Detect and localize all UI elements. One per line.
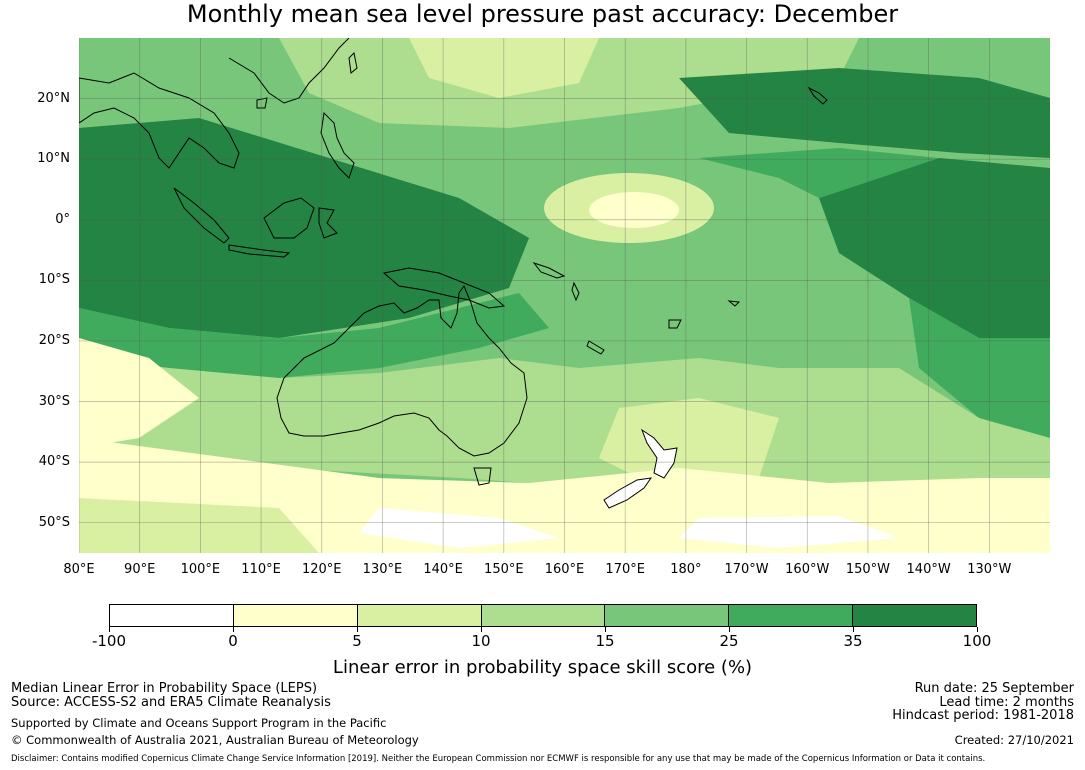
colorbar-segment	[729, 605, 854, 626]
lon-label: 170°W	[724, 562, 769, 577]
lon-label: 100°E	[180, 562, 221, 577]
disclaimer-text: Disclaimer: Contains modified Copernicus…	[11, 754, 986, 764]
colorbar-segment	[481, 605, 606, 626]
lat-label: 20°N	[37, 90, 70, 106]
support-text: Supported by Climate and Oceans Support …	[11, 716, 387, 730]
colorbar-tick-label: 15	[595, 632, 615, 650]
colorbar-segment	[233, 605, 358, 626]
lat-label: 30°S	[38, 393, 70, 409]
colorbar-segment	[853, 605, 977, 626]
hawaii-outline	[807, 86, 828, 105]
region-dark-east	[819, 158, 1050, 338]
run-date-text: Run date: 25 September	[914, 681, 1074, 696]
copyright-text: © Commonwealth of Australia 2021, Austra…	[11, 733, 419, 747]
lon-label: 130°E	[362, 562, 403, 577]
region-dark-west	[79, 118, 529, 338]
skill-score-map	[79, 38, 1050, 553]
lon-label: 110°E	[241, 562, 281, 577]
sumatra-outline	[173, 187, 230, 244]
hainan-outline	[256, 97, 268, 109]
region-far-south-white-2	[679, 516, 899, 548]
region-central-pale	[589, 192, 679, 228]
colorbar-tick-label: 35	[843, 632, 863, 650]
lon-label: 80°E	[63, 562, 95, 577]
taiwan-outline	[348, 51, 358, 74]
colorbar-segment	[357, 605, 482, 626]
map-canvas	[79, 38, 1050, 553]
lon-label: 150°E	[484, 562, 524, 577]
region-far-south-white	[359, 508, 559, 548]
lon-label: 180°	[670, 562, 702, 577]
colorbar-label: Linear error in probability space skill …	[332, 657, 753, 678]
created-text: Created: 27/10/2021	[954, 733, 1074, 747]
colorbar-tick-label: 100	[962, 632, 992, 650]
colorbar-tick-mark	[232, 627, 234, 632]
lon-label: 160°E	[544, 562, 585, 577]
lat-label: 50°S	[38, 514, 70, 530]
lon-label: 150°W	[845, 562, 891, 577]
colorbar-tick-label: -100	[91, 632, 127, 650]
colorbar-tick-mark	[356, 627, 358, 632]
colorbar-segment	[110, 605, 234, 626]
colorbar-tick-mark	[728, 627, 730, 632]
china-coast-outline	[228, 38, 350, 104]
lat-label: 10°N	[37, 151, 70, 167]
region-pale-sw-band	[79, 498, 319, 553]
lead-time-text: Lead time: 2 months	[939, 695, 1074, 710]
colorbar-segment	[605, 605, 730, 626]
solomon-islands-outline	[532, 262, 566, 279]
lon-label: 90°E	[124, 562, 156, 577]
method-text: Median Linear Error in Probability Space…	[11, 681, 318, 696]
map-gridlines	[79, 38, 1050, 553]
region-north-pale	[409, 38, 599, 98]
colorbar-tick-label: 5	[352, 632, 362, 650]
lon-label: 130°W	[967, 562, 1012, 577]
fiji-outline	[668, 319, 682, 329]
lat-label: 20°S	[38, 332, 70, 348]
philippines-outline	[320, 111, 355, 179]
new-zealand-north	[640, 428, 678, 479]
lon-label: 160°W	[785, 562, 830, 577]
colorbar-tick-mark	[604, 627, 606, 632]
colorbar-tick-mark	[976, 627, 978, 632]
colorbar-tick-label: 25	[719, 632, 739, 650]
colorbar-tick-mark	[108, 627, 110, 632]
chart-title: Monthly mean sea level pressure past acc…	[186, 0, 899, 28]
vanuatu-outline	[571, 281, 580, 302]
colorbar-tick-mark	[480, 627, 482, 632]
new-caledonia-outline	[586, 340, 605, 355]
mainland-asia-outline	[79, 72, 240, 169]
lon-label: 140°E	[423, 562, 463, 577]
colorbar	[109, 604, 977, 627]
tasmania-outline	[473, 467, 492, 486]
region-dark-ne	[679, 68, 1050, 158]
region-south-light	[79, 358, 1050, 493]
lon-label: 170°E	[605, 562, 645, 577]
region-southwest-pale	[79, 338, 199, 448]
lat-label: 40°S	[38, 454, 70, 470]
java-outline	[228, 244, 291, 258]
samoa-outline	[727, 300, 741, 307]
lat-label: 0°	[55, 211, 70, 227]
borneo-outline	[263, 197, 315, 239]
region-medium-east	[699, 148, 939, 198]
region-medium-west	[79, 293, 549, 378]
colorbar-tick-label: 10	[471, 632, 491, 650]
australia-outline	[276, 284, 528, 457]
colorbar-tick-label: 0	[228, 632, 238, 650]
source-text: Source: ACCESS-S2 and ERA5 Climate Reana…	[11, 695, 331, 710]
lat-label: 10°S	[38, 272, 70, 288]
region-tasman-light	[599, 398, 779, 488]
sulawesi-outline	[318, 207, 338, 239]
hindcast-text: Hindcast period: 1981-2018	[892, 708, 1074, 723]
new-zealand-south	[603, 477, 653, 509]
lon-label: 120°E	[301, 562, 342, 577]
region-medium-east-south	[909, 298, 1050, 438]
new-guinea-outline	[382, 267, 506, 309]
colorbar-tick-mark	[852, 627, 854, 632]
lon-label: 140°W	[906, 562, 951, 577]
